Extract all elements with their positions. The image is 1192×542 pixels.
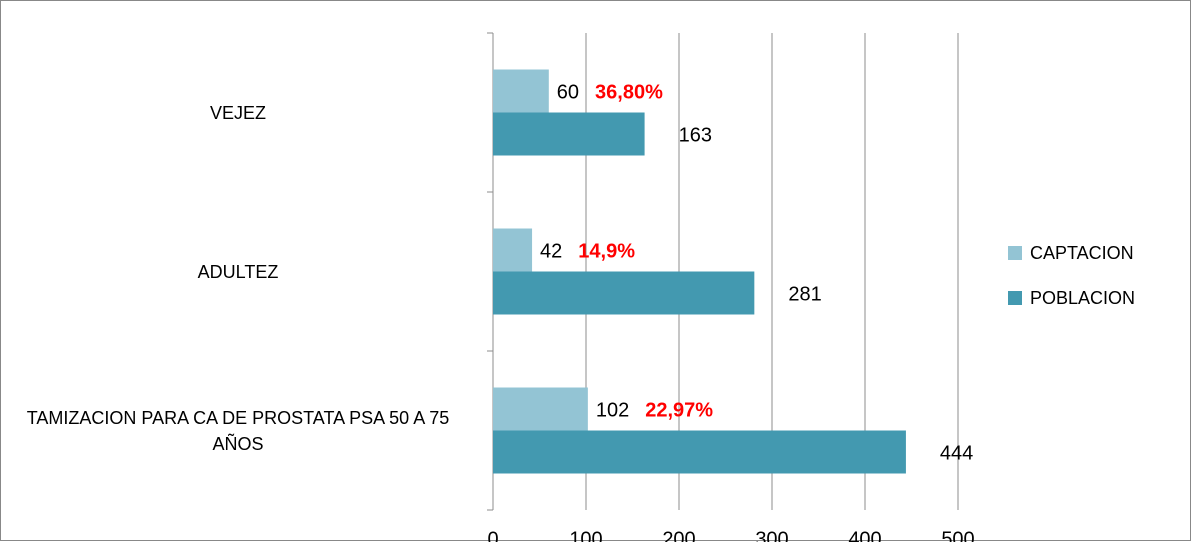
- value-label: 163: [679, 124, 712, 146]
- legend-swatch: [1008, 246, 1022, 260]
- annotation: 36,80%: [595, 81, 663, 103]
- value-label: 42: [540, 240, 562, 262]
- value-label: 281: [788, 283, 821, 305]
- bar: [493, 430, 906, 474]
- x-tick-label: 100: [569, 528, 602, 542]
- annotation: 14,9%: [578, 240, 635, 262]
- value-label: 444: [940, 442, 973, 464]
- value-label: 102: [596, 399, 629, 421]
- x-tick-label: 300: [755, 528, 788, 542]
- value-label: 60: [557, 81, 579, 103]
- x-tick-label: 400: [848, 528, 881, 542]
- legend-swatch: [1008, 291, 1022, 305]
- bar: [493, 387, 588, 431]
- x-tick-label: 500: [941, 528, 974, 542]
- legend-label: CAPTACION: [1030, 243, 1134, 263]
- bar: [493, 69, 549, 113]
- y-tick-label: ADULTEZ: [197, 261, 279, 282]
- x-tick-label: 0: [487, 528, 498, 542]
- bar: [493, 271, 755, 315]
- annotation: 22,97%: [645, 399, 713, 421]
- x-tick-label: 200: [662, 528, 695, 542]
- bar: [493, 228, 533, 272]
- legend-label: POBLACION: [1030, 288, 1135, 308]
- y-tick-label: VEJEZ: [209, 102, 266, 123]
- y-tick-label: TAMIZACION PARA CA DE PROSTATA PSA 50 A …: [26, 407, 450, 454]
- bar: [493, 112, 645, 156]
